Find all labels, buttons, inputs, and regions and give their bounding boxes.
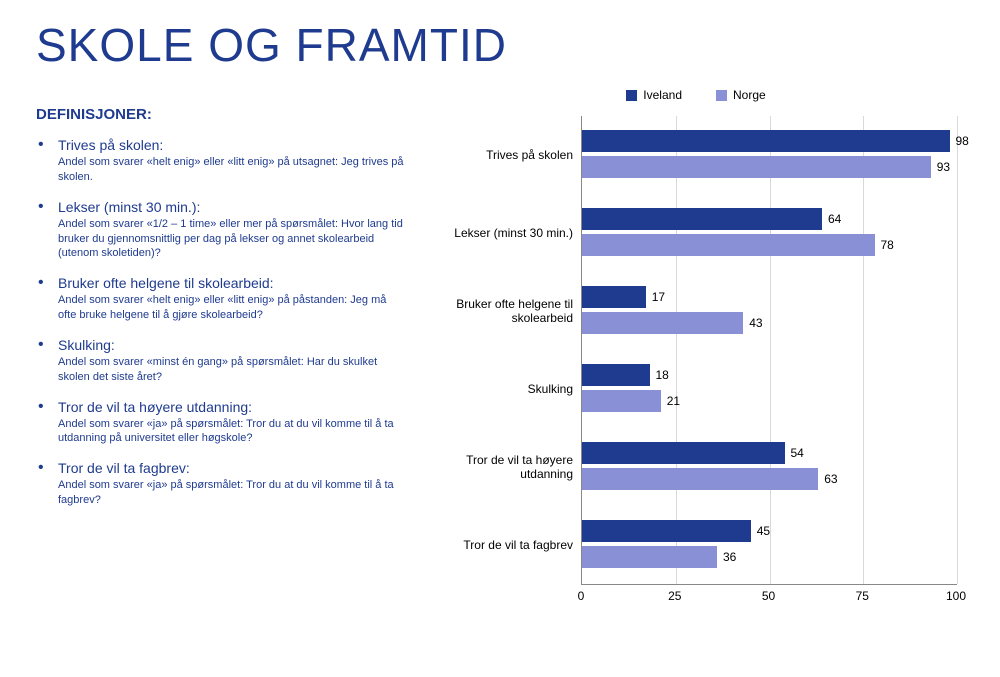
definition-item: Bruker ofte helgene til skolearbeid: And…: [36, 275, 406, 323]
definition-term: Bruker ofte helgene til skolearbeid:: [58, 275, 406, 291]
bar-value-label: 18: [656, 364, 669, 386]
chart-bar-group: 9893: [582, 116, 957, 194]
legend-item-iveland: Iveland: [626, 88, 682, 102]
bar-norge: [582, 156, 931, 178]
bar-norge: [582, 234, 875, 256]
bar-value-label: 63: [824, 468, 837, 490]
chart-bar-group: 1821: [582, 350, 957, 428]
x-axis-tick-label: 50: [762, 589, 775, 603]
definitions-list: Trives på skolen: Andel som svarer «helt…: [36, 137, 406, 508]
content-columns: DEFINISJONER: Trives på skolen: Andel so…: [36, 78, 964, 522]
definition-desc: Andel som svarer «1/2 – 1 time» eller me…: [58, 217, 406, 262]
x-axis-tick-label: 0: [578, 589, 585, 603]
legend-swatch-icon: [716, 90, 727, 101]
legend-label: Norge: [733, 88, 766, 102]
chart-bar-group: 45 36: [582, 506, 957, 584]
chart-gridline: [957, 116, 958, 584]
legend-swatch-icon: [626, 90, 637, 101]
chart-plot: Trives på skolenLekser (minst 30 min.)Br…: [416, 116, 976, 585]
bar-value-label: 54: [791, 442, 804, 464]
legend-item-norge: Norge: [716, 88, 766, 102]
bar-iveland: [582, 442, 785, 464]
definition-item: Trives på skolen: Andel som svarer «helt…: [36, 137, 406, 185]
x-axis-tick-label: 100: [946, 589, 966, 603]
definition-term: Skulking:: [58, 337, 406, 353]
chart-bar-group: 64 78: [582, 194, 957, 272]
page-title: SKOLE OG FRAMTID: [36, 18, 964, 72]
definition-desc: Andel som svarer «ja» på spørsmålet: Tro…: [58, 417, 406, 447]
chart-category-label: Bruker ofte helgene til skolearbeid: [416, 272, 581, 350]
chart-category-label: Trives på skolen: [416, 116, 581, 194]
definitions-heading: DEFINISJONER:: [36, 106, 406, 123]
slide: SKOLE OG FRAMTID DEFINISJONER: Trives på…: [0, 0, 1000, 677]
bar-chart: Iveland Norge Trives på skolenLekser (mi…: [416, 88, 976, 609]
bar-value-label: 21: [667, 390, 680, 412]
x-axis-tick-label: 75: [856, 589, 869, 603]
x-axis-tick-label: 25: [668, 589, 681, 603]
definition-desc: Andel som svarer «helt enig» eller «litt…: [58, 293, 406, 323]
bar-norge: [582, 312, 743, 334]
definition-item: Tror de vil ta fagbrev: Andel som svarer…: [36, 460, 406, 508]
chart-bars-area: 989364781743182154634536: [581, 116, 957, 585]
bar-value-label: 43: [749, 312, 762, 334]
definition-term: Tror de vil ta høyere utdanning:: [58, 399, 406, 415]
definition-desc: Andel som svarer «minst én gang» på spør…: [58, 355, 406, 385]
definition-term: Tror de vil ta fagbrev:: [58, 460, 406, 476]
bar-norge: [582, 390, 661, 412]
definitions-panel: DEFINISJONER: Trives på skolen: Andel so…: [36, 78, 416, 522]
chart-x-axis: 0255075100: [581, 585, 956, 609]
bar-iveland: [582, 364, 650, 386]
definition-term: Trives på skolen:: [58, 137, 406, 153]
definition-item: Tror de vil ta høyere utdanning: Andel s…: [36, 399, 406, 447]
bar-iveland: [582, 130, 950, 152]
bar-norge: [582, 468, 818, 490]
bar-value-label: 98: [956, 130, 969, 152]
chart-category-labels: Trives på skolenLekser (minst 30 min.)Br…: [416, 116, 581, 585]
chart-panel: Iveland Norge Trives på skolenLekser (mi…: [416, 78, 964, 522]
chart-legend: Iveland Norge: [416, 88, 976, 102]
bar-norge: [582, 546, 717, 568]
bar-iveland: [582, 286, 646, 308]
definition-term: Lekser (minst 30 min.):: [58, 199, 406, 215]
definition-desc: Andel som svarer «ja» på spørsmålet: Tro…: [58, 478, 406, 508]
bar-value-label: 36: [723, 546, 736, 568]
bar-value-label: 78: [881, 234, 894, 256]
chart-bar-group: 54 63: [582, 428, 957, 506]
definition-desc: Andel som svarer «helt enig» eller «litt…: [58, 155, 406, 185]
bar-value-label: 45: [757, 520, 770, 542]
legend-label: Iveland: [643, 88, 682, 102]
chart-category-label: Tror de vil ta høyere utdanning: [416, 428, 581, 506]
bar-iveland: [582, 208, 822, 230]
chart-category-label: Lekser (minst 30 min.): [416, 194, 581, 272]
bar-value-label: 93: [937, 156, 950, 178]
chart-category-label: Tror de vil ta fagbrev: [416, 506, 581, 584]
bar-iveland: [582, 520, 751, 542]
definition-item: Skulking: Andel som svarer «minst én gan…: [36, 337, 406, 385]
chart-bar-group: 1743: [582, 272, 957, 350]
bar-value-label: 17: [652, 286, 665, 308]
chart-category-label: Skulking: [416, 350, 581, 428]
definition-item: Lekser (minst 30 min.): Andel som svarer…: [36, 199, 406, 262]
bar-value-label: 64: [828, 208, 841, 230]
